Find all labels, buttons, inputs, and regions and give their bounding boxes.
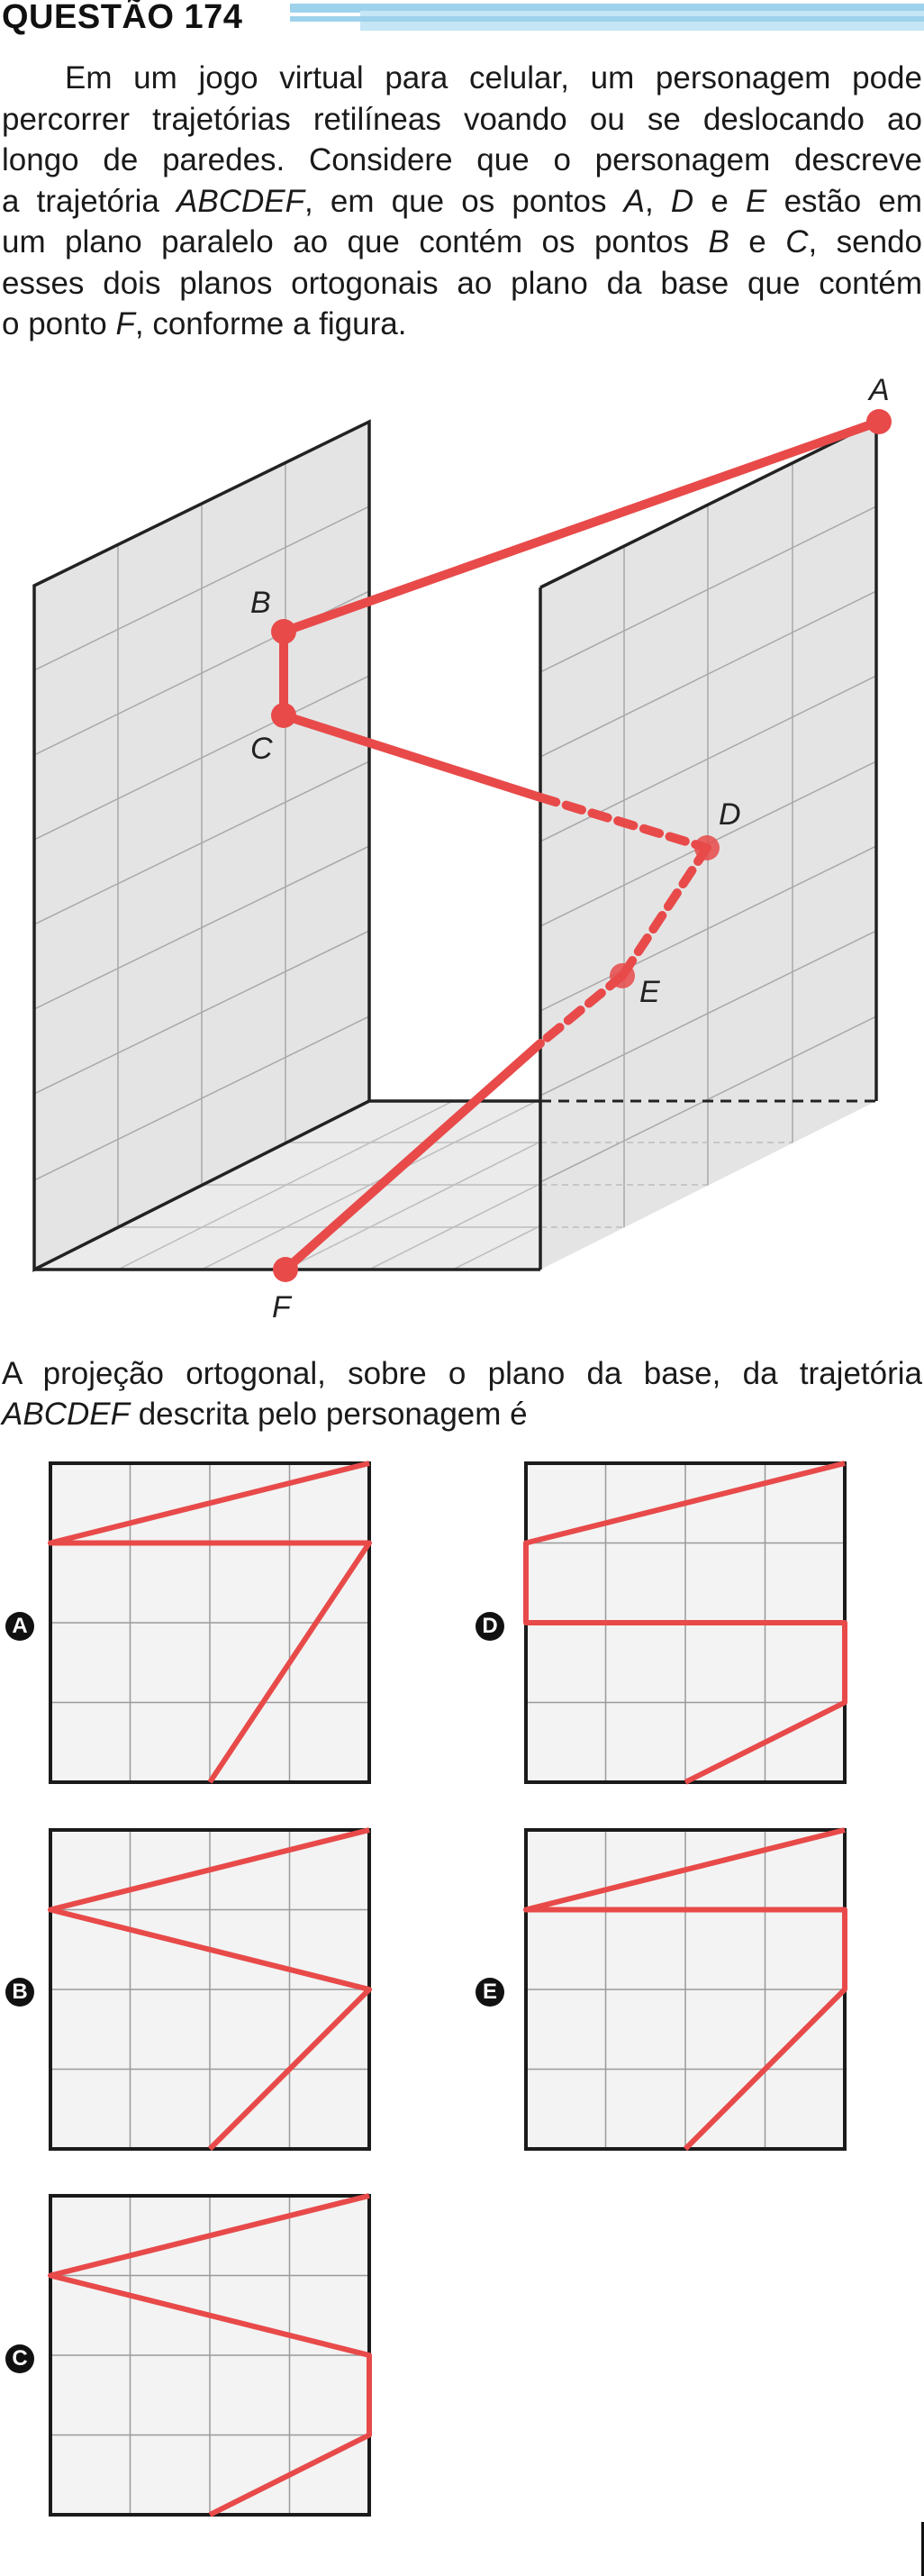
question-prompt: A projeção ortogonal, sobre o plano da b…	[2, 1353, 922, 1434]
statement-line: um plano paralelo ao que contém os ponto…	[2, 222, 922, 263]
prompt-line: ABCDEF descrita pelo personagem é	[2, 1394, 922, 1434]
projected-path	[48, 1461, 372, 1784]
question-statement: Em um jogo virtual para celular, um pers…	[2, 58, 922, 345]
point-labels: A B C D E F	[250, 373, 890, 1324]
text-fragment: estão em	[766, 183, 922, 219]
text-fragment: percorrer trajetórias retilíneas voando …	[2, 101, 922, 137]
left-wall-grid	[34, 463, 369, 1270]
label-D: D	[719, 797, 741, 832]
page-edge	[921, 2522, 924, 2576]
header-decoration	[290, 4, 924, 31]
option-letter-badge[interactable]: E	[476, 1978, 504, 2007]
question-header: QUESTÃO 174	[0, 0, 924, 36]
italic-term: D	[670, 183, 694, 219]
text-fragment: descrita pelo personagem é	[129, 1397, 528, 1432]
label-A: A	[867, 373, 890, 407]
statement-line: Em um jogo virtual para celular, um pers…	[2, 58, 922, 99]
projected-path	[48, 1827, 372, 2152]
segment-wall-F	[281, 1039, 545, 1274]
option-projection-diagram	[48, 1827, 372, 2152]
italic-term: ABCDEF	[177, 183, 304, 219]
text-fragment: o ponto	[2, 306, 116, 341]
option-letter-badge[interactable]: A	[5, 1612, 34, 1641]
text-fragment: , conforme a figura.	[134, 306, 407, 341]
point-D	[694, 835, 720, 860]
text-fragment: e	[729, 224, 786, 259]
label-B: B	[250, 586, 271, 620]
trajectory-path	[279, 417, 883, 1274]
segment-DE	[618, 843, 711, 980]
option-projection-diagram	[523, 1461, 847, 1785]
projected-path	[48, 2193, 372, 2517]
right-wall-grid	[540, 463, 876, 1270]
segment-wall-D	[536, 793, 711, 852]
statement-line: percorrer trajetórias retilíneas voando …	[2, 99, 922, 141]
trajectory-figure: A B C D E F	[32, 373, 892, 1324]
italic-term: ABCDEF	[2, 1397, 130, 1432]
option-projection-diagram	[523, 1827, 847, 2152]
point-B	[271, 619, 296, 644]
point-C	[271, 703, 296, 728]
text-fragment: um plano paralelo ao que contém os ponto…	[2, 224, 709, 259]
statement-line: a trajetória ABCDEF, em que os pontos A,…	[2, 181, 922, 223]
label-F: F	[272, 1290, 293, 1324]
text-fragment: A projeção ortogonal, sobre o plano da b…	[2, 1356, 922, 1391]
point-E	[610, 963, 635, 988]
option-letter-badge[interactable]: C	[5, 2344, 34, 2373]
label-E: E	[639, 975, 660, 1009]
italic-term: A	[623, 183, 646, 219]
statement-line: o ponto F, conforme a figura.	[2, 304, 922, 345]
italic-term: B	[708, 224, 729, 259]
italic-term: E	[746, 183, 767, 219]
question-title: QUESTÃO 174	[2, 0, 243, 36]
text-fragment: esses dois planos ortogonais ao plano da…	[2, 265, 922, 301]
text-fragment: Em um jogo virtual para celular, um pers…	[65, 60, 922, 96]
text-fragment: a trajetória	[2, 183, 177, 219]
projected-path	[523, 1461, 847, 1785]
segment-AB	[279, 417, 883, 636]
prompt-line: A projeção ortogonal, sobre o plano da b…	[2, 1353, 922, 1394]
point-A	[866, 409, 892, 434]
segment-E-wall	[536, 971, 627, 1048]
option-projection-diagram	[48, 2193, 372, 2517]
label-C: C	[250, 732, 273, 766]
projected-path	[523, 1827, 847, 2152]
italic-term: F	[115, 306, 135, 341]
text-fragment: e	[693, 183, 747, 219]
italic-term: C	[785, 224, 809, 259]
text-fragment: longo de paredes. Considere que o person…	[2, 142, 922, 177]
text-fragment: , sendo	[808, 224, 922, 259]
segment-C-wall	[279, 711, 545, 802]
statement-line: longo de paredes. Considere que o person…	[2, 140, 922, 181]
trajectory-points	[271, 409, 892, 1282]
option-letter-badge[interactable]: B	[5, 1978, 34, 2007]
text-fragment: , em que os pontos	[303, 183, 624, 219]
text-fragment: ,	[645, 183, 671, 219]
option-letter-badge[interactable]: D	[476, 1612, 504, 1641]
point-F	[273, 1257, 298, 1282]
statement-line: esses dois planos ortogonais ao plano da…	[2, 263, 922, 305]
option-projection-diagram	[48, 1461, 372, 1784]
